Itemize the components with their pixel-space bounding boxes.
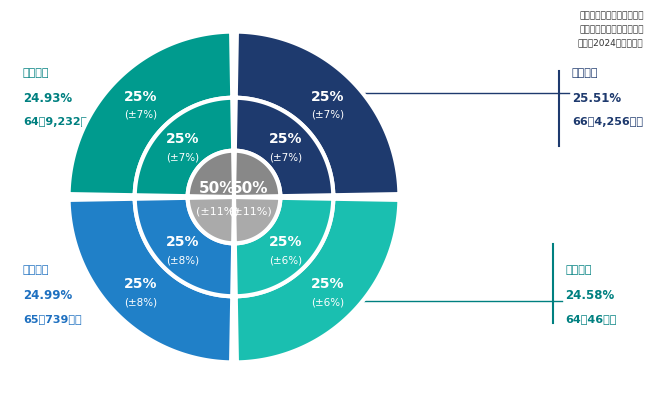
Text: 25%: 25% (311, 90, 344, 104)
Text: 24.93%: 24.93% (23, 92, 72, 105)
Text: 25%: 25% (166, 235, 200, 249)
Polygon shape (234, 151, 280, 197)
Text: 外国株式: 外国株式 (23, 68, 49, 78)
Text: (±6%): (±6%) (311, 297, 344, 307)
Text: 24.58%: 24.58% (566, 289, 615, 302)
Polygon shape (234, 197, 280, 243)
Polygon shape (68, 199, 232, 362)
Text: 25%: 25% (124, 277, 157, 291)
Text: 25%: 25% (311, 277, 344, 291)
Text: (±7%): (±7%) (124, 110, 157, 120)
Text: 25%: 25% (166, 132, 200, 146)
Text: 66兆4,256億円: 66兆4,256億円 (572, 117, 643, 127)
Text: 25%: 25% (268, 132, 302, 146)
Polygon shape (188, 197, 234, 243)
Text: 64兆46億円: 64兆46億円 (566, 314, 617, 324)
Text: 64兆9,232億円: 64兆9,232億円 (23, 117, 94, 127)
Text: 50%: 50% (199, 181, 236, 196)
Text: (±11%): (±11%) (196, 207, 239, 217)
Text: 外国債券: 外国債券 (566, 265, 592, 275)
Text: (±7%): (±7%) (166, 152, 199, 162)
Text: 50%: 50% (232, 181, 269, 196)
Text: 国内株式: 国内株式 (23, 265, 49, 275)
Text: 24.99%: 24.99% (23, 289, 72, 302)
Polygon shape (236, 32, 400, 195)
Polygon shape (235, 198, 333, 296)
Text: (±8%): (±8%) (124, 297, 157, 307)
Text: 25%: 25% (268, 235, 302, 249)
Polygon shape (135, 198, 233, 296)
Polygon shape (236, 199, 400, 362)
Polygon shape (188, 151, 234, 197)
Text: 25%: 25% (124, 90, 157, 104)
Text: 国内債券: 国内債券 (572, 68, 599, 78)
Text: 内側：基本ポートフォリオ
（カッコ内は乖離許容幅）
外側：2024年度２月末: 内側：基本ポートフォリオ （カッコ内は乖離許容幅） 外側：2024年度２月末 (578, 12, 644, 47)
Text: (±8%): (±8%) (166, 255, 199, 265)
Text: (±7%): (±7%) (311, 110, 344, 120)
Polygon shape (135, 98, 233, 196)
Text: (±7%): (±7%) (269, 152, 302, 162)
Text: (±6%): (±6%) (269, 255, 302, 265)
Polygon shape (235, 98, 333, 196)
Text: 65兆739億円: 65兆739億円 (23, 314, 81, 324)
Text: (±11%): (±11%) (229, 207, 272, 217)
Polygon shape (68, 32, 232, 195)
Text: 25.51%: 25.51% (572, 92, 621, 105)
